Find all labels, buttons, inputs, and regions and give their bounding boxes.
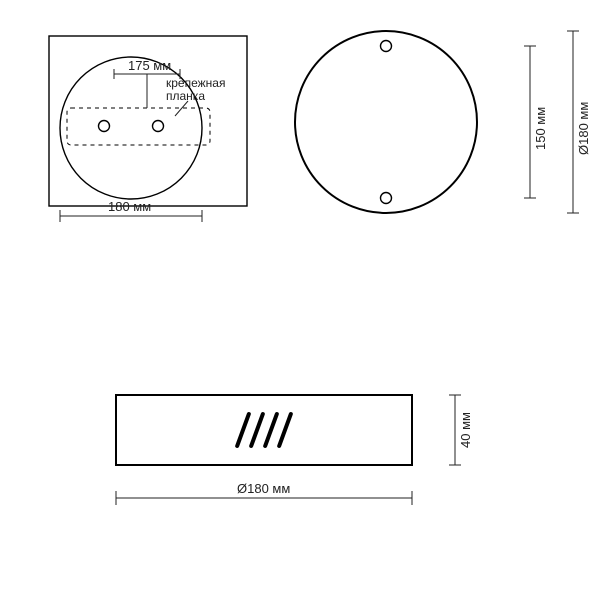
svg-text:Ø180 мм: Ø180 мм	[576, 102, 591, 155]
svg-text:180 мм: 180 мм	[108, 199, 151, 214]
side-view-body	[116, 395, 412, 465]
vent-slot-1	[237, 414, 249, 446]
bracket-label-line1: крепежная	[166, 76, 225, 90]
front-view-circle	[295, 31, 477, 213]
mounting-hole-2	[153, 121, 164, 132]
svg-text:Ø180 мм: Ø180 мм	[237, 481, 290, 496]
mounting-bracket-outline	[67, 108, 210, 145]
front-hole-2	[381, 193, 392, 204]
svg-text:40 мм: 40 мм	[458, 412, 473, 448]
svg-text:175 мм: 175 мм	[128, 58, 171, 73]
vent-slot-2	[251, 414, 263, 446]
mounting-hole-1	[99, 121, 110, 132]
svg-text:150 мм: 150 мм	[533, 107, 548, 150]
vent-slot-3	[265, 414, 277, 446]
front-hole-1	[381, 41, 392, 52]
bracket-label-line2: планка	[166, 89, 205, 103]
vent-slot-4	[279, 414, 291, 446]
